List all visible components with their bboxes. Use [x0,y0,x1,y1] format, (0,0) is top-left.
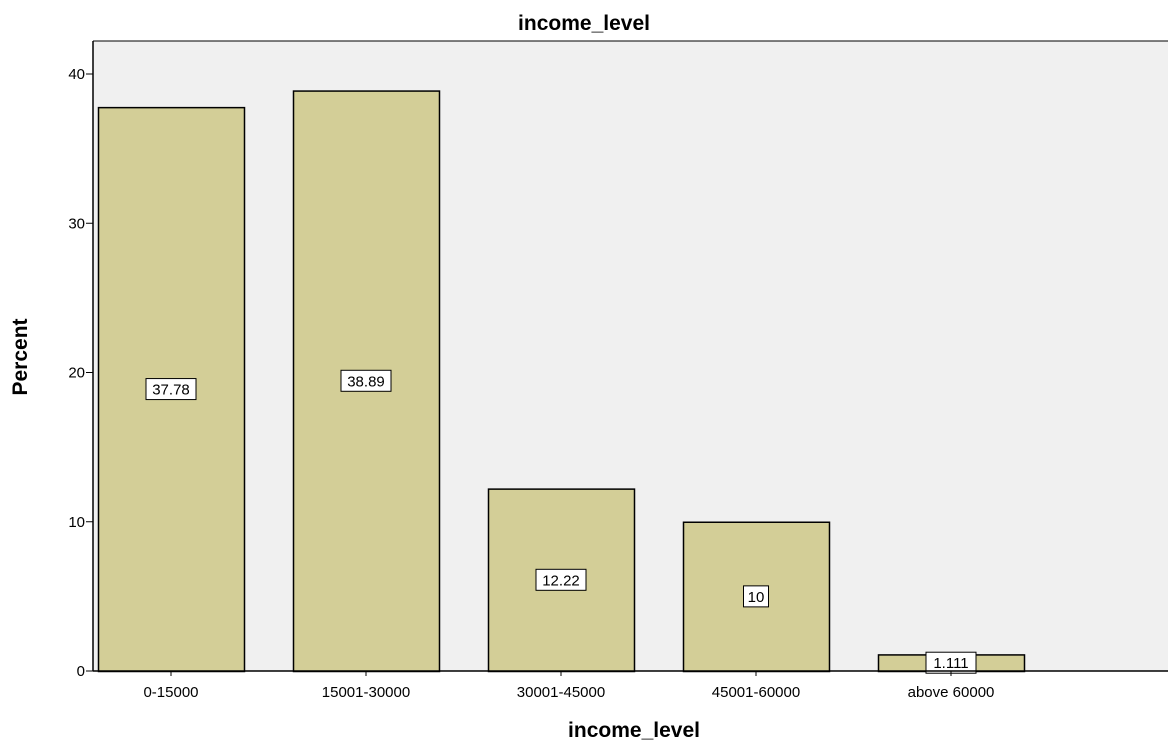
data-label-3: 10 [743,585,769,608]
y-axis-title: Percent [9,318,32,395]
data-labels-group: 37.78 38.89 12.22 10 1.111 [145,369,977,674]
data-label-box-3 [743,585,769,608]
data-label-1: 38.89 [340,369,392,392]
y-tick-label-2: 20 [68,365,85,382]
x-tick-label-3: 45001-60000 [712,684,800,701]
x-tick-label-4: above 60000 [908,684,995,701]
data-label-text-2: 12.22 [542,572,580,589]
data-label-text-0: 37.78 [152,382,190,399]
y-tick-label-1: 10 [68,514,85,531]
x-tick-label-1: 15001-30000 [322,684,410,701]
data-label-4: 1.111 [925,651,977,674]
data-label-0: 37.78 [145,378,197,401]
x-tick-label-2: 30001-45000 [517,684,605,701]
data-label-2: 12.22 [535,568,587,591]
data-label-text-3: 10 [748,589,765,606]
x-tick-label-0: 0-15000 [143,684,198,701]
chart-title: income_level [518,12,650,35]
x-axis-title: income_level [568,719,700,742]
data-label-box-2 [535,568,587,591]
y-tick-label-4: 40 [68,66,85,83]
data-label-text-1: 38.89 [347,373,385,390]
data-label-text-4: 1.111 [933,655,968,672]
y-tick-label-3: 30 [68,215,85,232]
data-label-box-0 [145,378,197,401]
axes-group: 0-15000 15001-30000 30001-45000 45001-60000… [68,40,1168,701]
data-label-box-1 [340,369,392,392]
y-tick-label-0: 0 [77,663,85,680]
